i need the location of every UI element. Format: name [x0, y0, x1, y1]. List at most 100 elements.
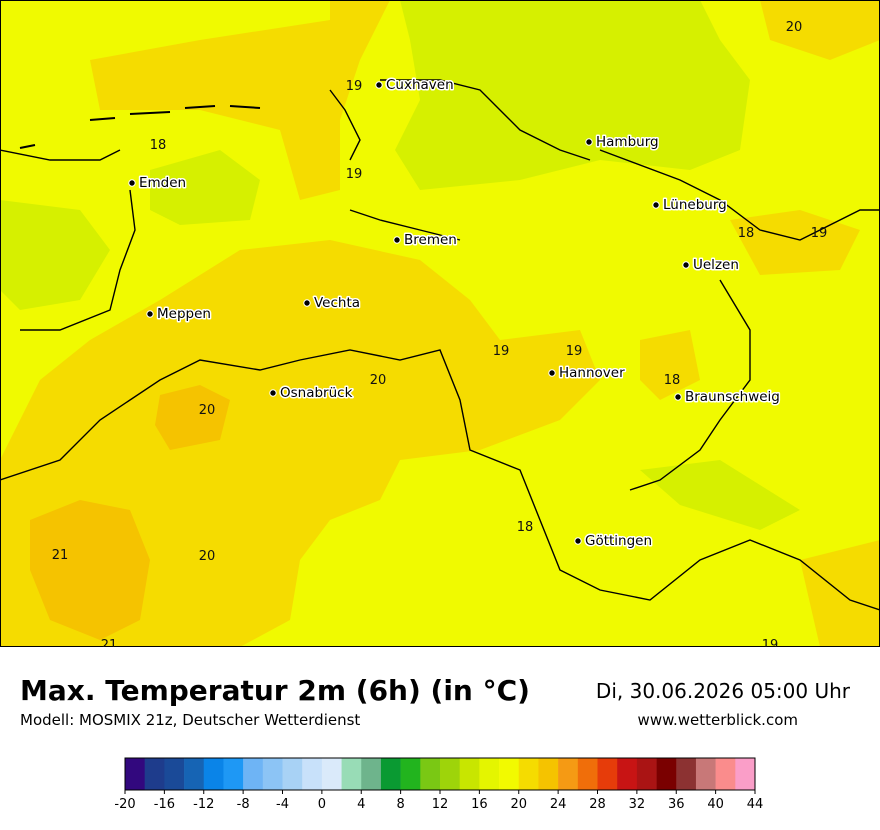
colorbar-tick-label: 44 [747, 797, 764, 812]
colorbar-tick-label: 32 [629, 797, 646, 812]
date: Di, 30.06.2026 05:00 Uhr [596, 679, 851, 703]
borders-coastline [0, 79, 880, 611]
colorbar-swatch [361, 758, 382, 790]
contour-label: 20 [199, 403, 216, 418]
colorbar-tick-label: 28 [589, 797, 606, 812]
colorbar-swatch [164, 758, 185, 790]
colorbar-swatch [577, 758, 598, 790]
colorbar-tick-label: -12 [193, 797, 214, 812]
colorbar-swatch [735, 758, 756, 790]
colorbar-swatch [558, 758, 579, 790]
city-label: Uelzen [693, 257, 739, 273]
hot-zone [0, 240, 600, 647]
contour-label: 19 [493, 344, 510, 359]
contour-label: 20 [370, 373, 387, 388]
city-label: Meppen [157, 306, 211, 322]
islands [19, 105, 261, 149]
contour-label: 18 [150, 138, 167, 153]
city-dot [682, 261, 690, 269]
contour-label: 21 [101, 638, 118, 653]
hot-zone [90, 0, 390, 200]
url: www.wetterblick.com [638, 711, 798, 729]
colorbar-swatch [380, 758, 401, 790]
model: Modell: MOSMIX 21z, Deutscher Wetterdien… [20, 711, 360, 729]
colorbar-swatch [695, 758, 716, 790]
city-label: Hannover [559, 365, 625, 381]
colorbar-swatch [597, 758, 618, 790]
colorbar-swatch [302, 758, 323, 790]
colorbar-swatch [223, 758, 244, 790]
warm-zone [0, 200, 110, 310]
contour-label: 18 [664, 373, 681, 388]
hot-zone [640, 330, 700, 400]
colorbar-swatch [243, 758, 264, 790]
contour-label: 19 [762, 638, 779, 653]
hot-zone [760, 0, 880, 60]
colorbar-swatch [184, 758, 205, 790]
city-label: Emden [139, 175, 186, 191]
city-dot [128, 179, 136, 187]
colorbar-tick-label: 0 [318, 797, 326, 812]
colorbar-swatch [617, 758, 638, 790]
colorbar-swatch [676, 758, 697, 790]
city-label: Lüneburg [663, 197, 727, 213]
colorbar-tick-label: 24 [550, 797, 567, 812]
city-dot [548, 369, 556, 377]
hotter-zone [155, 385, 230, 450]
colorbar-swatch [341, 758, 362, 790]
city-dot [585, 138, 593, 146]
colorbar-tick-label: 12 [432, 797, 449, 812]
colorbar-tick-label: 36 [668, 797, 685, 812]
contour-label: 19 [346, 167, 363, 182]
city-label: Cuxhaven [386, 77, 454, 93]
colorbar-tick-label: -16 [154, 797, 175, 812]
colorbar-tick-label: -8 [237, 797, 250, 812]
map [0, 0, 880, 647]
city-dot [375, 81, 383, 89]
colorbar-swatch [538, 758, 559, 790]
city-label: Vechta [314, 295, 360, 311]
colorbar-swatch [440, 758, 460, 790]
colorbar-swatch [518, 758, 539, 790]
contour-label: 18 [517, 520, 534, 535]
colorbar-tick-label: 8 [396, 797, 404, 812]
title: Max. Temperatur 2m (6h) (in °C) [20, 674, 530, 707]
colorbar-tick-label: -4 [276, 797, 289, 812]
contour-label: 19 [811, 226, 828, 241]
colorbar-tick-label: 40 [707, 797, 724, 812]
colorbar-tick-label: 20 [510, 797, 527, 812]
hot-zone [800, 540, 880, 647]
warm-zone [640, 460, 800, 530]
hotter-zone [30, 500, 150, 640]
contour-label: 21 [52, 548, 69, 563]
colorbar-swatch [715, 758, 736, 790]
warm-zone [150, 150, 260, 225]
colorbar-swatch [321, 758, 342, 790]
colorbar-swatch [499, 758, 520, 790]
city-dot [574, 537, 582, 545]
contour-label: 19 [566, 344, 583, 359]
city-label: Bremen [404, 232, 457, 248]
colorbar-swatch [420, 758, 441, 790]
colorbar-swatch [125, 758, 145, 790]
warm-zone [395, 0, 750, 190]
colorbar-swatch [282, 758, 303, 790]
colorbar-swatch [400, 758, 421, 790]
city-label: Göttingen [585, 533, 652, 549]
city-dot [674, 393, 682, 401]
city-dot [303, 299, 311, 307]
city-dot [269, 389, 277, 397]
colorbar-swatch [203, 758, 224, 790]
city-label: Osnabrück [280, 385, 353, 401]
colorbar-swatch [144, 758, 165, 790]
colorbar-swatch [636, 758, 657, 790]
city-dot [652, 201, 660, 209]
colorbar-swatch [479, 758, 500, 790]
contour-label: 19 [346, 79, 363, 94]
contour-label: 20 [786, 20, 803, 35]
colorbar-tick-label: -20 [114, 797, 135, 812]
city-label: Hamburg [596, 134, 659, 150]
city-label: Braunschweig [685, 389, 780, 405]
colorbar-swatch [262, 758, 283, 790]
city-dot [146, 310, 154, 318]
